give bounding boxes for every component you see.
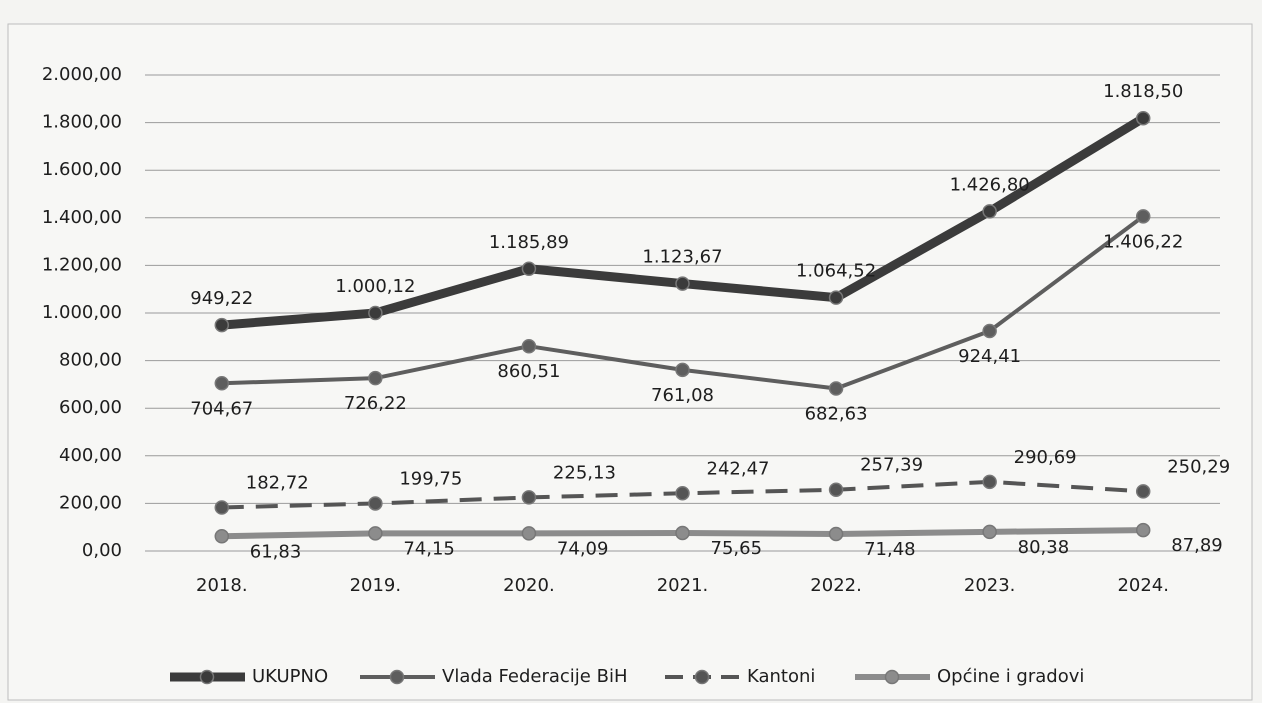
data-point (368, 370, 383, 386)
x-tick-label: 2019. (350, 575, 402, 596)
legend-marker (884, 669, 900, 685)
data-label: 71,48 (864, 539, 916, 560)
data-label: 61,83 (250, 541, 302, 562)
data-label: 74,09 (557, 538, 609, 559)
data-point (1135, 209, 1151, 224)
data-label: 1.064,52 (796, 261, 876, 282)
data-label: 924,41 (958, 346, 1021, 367)
data-point (675, 525, 690, 541)
legend-marker (694, 669, 710, 685)
legend-label: Kantoni (747, 666, 815, 687)
data-label: 80,38 (1018, 537, 1070, 558)
data-label: 949,22 (190, 288, 253, 309)
data-label: 860,51 (497, 361, 560, 382)
data-label: 1.818,50 (1103, 81, 1183, 102)
y-tick-label: 2.000,00 (42, 64, 122, 85)
data-label: 726,22 (344, 393, 407, 414)
y-tick-label: 1.600,00 (42, 159, 122, 180)
x-tick-label: 2024. (1117, 575, 1169, 596)
legend-label: Općine i gradovi (937, 666, 1084, 687)
data-point (214, 317, 230, 333)
legend-marker (389, 669, 405, 685)
data-point (982, 474, 997, 490)
data-point (982, 524, 997, 540)
data-point (521, 261, 537, 277)
x-tick-label: 2021. (657, 575, 709, 596)
data-label: 225,13 (553, 462, 616, 483)
data-point (828, 526, 844, 542)
data-label: 74,15 (403, 538, 455, 559)
data-label: 1.000,12 (335, 276, 415, 297)
data-point (675, 486, 690, 501)
data-label: 250,29 (1167, 456, 1230, 477)
data-point (1135, 484, 1151, 499)
data-label: 761,08 (651, 385, 714, 406)
legend-label: Vlada Federacije BiH (442, 666, 627, 687)
x-tick-label: 2023. (964, 575, 1016, 596)
legend-marker (199, 669, 215, 685)
data-point (521, 338, 537, 354)
legend-label: UKUPNO (252, 666, 328, 687)
y-tick-label: 1.800,00 (42, 112, 122, 133)
data-point (214, 500, 230, 515)
data-point (1135, 110, 1151, 126)
data-point (368, 305, 383, 321)
data-point (214, 529, 230, 544)
x-tick-label: 2022. (810, 575, 862, 596)
data-point (828, 381, 844, 396)
data-point (982, 204, 997, 219)
data-point (521, 526, 537, 541)
y-tick-label: 1.400,00 (42, 207, 122, 228)
data-label: 75,65 (711, 538, 763, 559)
data-point (675, 362, 690, 378)
y-tick-label: 1.200,00 (42, 254, 122, 275)
data-label: 682,63 (805, 404, 868, 425)
y-tick-label: 800,00 (59, 350, 122, 371)
data-label: 1.185,89 (489, 232, 569, 253)
data-label: 1.406,22 (1103, 231, 1183, 252)
y-tick-label: 1.000,00 (42, 302, 122, 323)
y-tick-label: 200,00 (59, 492, 122, 513)
y-tick-label: 600,00 (59, 397, 122, 418)
data-point (368, 526, 383, 541)
data-label: 257,39 (860, 455, 923, 476)
data-point (982, 323, 997, 339)
data-point (675, 276, 690, 291)
data-label: 87,89 (1171, 535, 1223, 556)
data-label: 704,67 (190, 398, 253, 419)
y-tick-label: 400,00 (59, 445, 122, 466)
data-label: 182,72 (246, 473, 309, 494)
y-tick-label: 0,00 (82, 540, 122, 561)
data-label: 242,47 (707, 458, 770, 479)
x-tick-label: 2018. (196, 575, 248, 596)
data-label: 290,69 (1014, 447, 1077, 468)
data-point (1135, 522, 1151, 538)
x-tick-label: 2020. (503, 575, 555, 596)
data-point (828, 290, 844, 305)
data-point (368, 496, 383, 511)
data-label: 199,75 (399, 468, 462, 489)
data-point (828, 482, 844, 497)
data-point (521, 490, 537, 505)
data-label: 1.426,80 (950, 174, 1030, 195)
data-label: 1.123,67 (642, 247, 722, 268)
data-point (214, 376, 230, 391)
